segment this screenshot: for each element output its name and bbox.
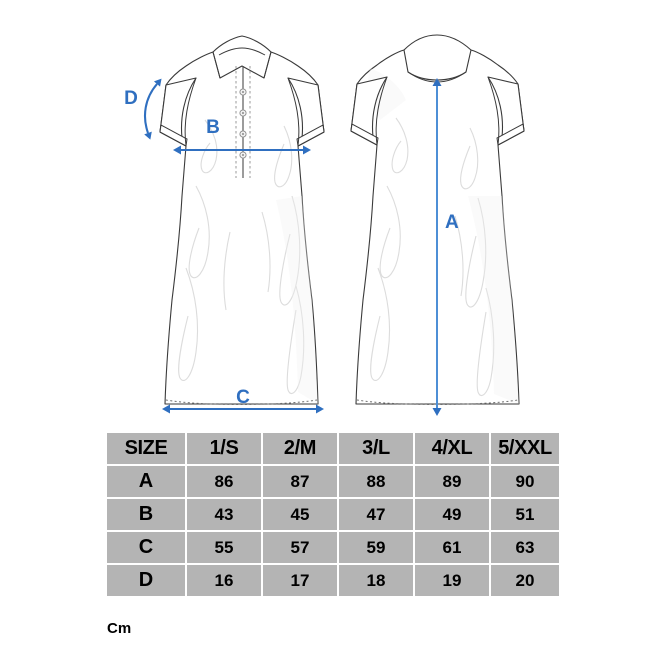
column-header-size: SIZE [107, 433, 185, 464]
back-armhole-seams [375, 76, 500, 146]
row-label-a: A [107, 466, 185, 497]
cell-b-3l: 47 [339, 499, 413, 530]
cell-b-4xl: 49 [415, 499, 489, 530]
row-label-b: B [107, 499, 185, 530]
cell-a-3l: 88 [339, 466, 413, 497]
front-collar-fold [218, 47, 266, 56]
front-collar-left-point [212, 51, 221, 79]
front-shadow-panel [276, 196, 318, 404]
front-right-sleeve-cuff [296, 124, 325, 147]
cell-c-3l: 59 [339, 532, 413, 563]
front-collar-right-point [263, 51, 272, 79]
cell-a-1s: 86 [187, 466, 261, 497]
polo-dress-front-view: D B C [124, 35, 325, 414]
front-fold-lines [178, 119, 305, 394]
back-collar [403, 34, 472, 81]
size-chart-illustration: D B C [124, 34, 525, 416]
cell-d-3l: 18 [339, 565, 413, 596]
column-header-4-xl: 4/XL [415, 433, 489, 464]
cell-b-1s: 43 [187, 499, 261, 530]
cell-a-2m: 87 [263, 466, 337, 497]
column-header-5-xxl: 5/XXL [491, 433, 559, 464]
cell-a-5xxl: 90 [491, 466, 559, 497]
measure-b-label: B [206, 117, 220, 138]
measure-c-label: C [236, 387, 250, 408]
cell-d-2m: 17 [263, 565, 337, 596]
measure-d-label: D [124, 88, 138, 109]
cell-d-5xxl: 20 [491, 565, 559, 596]
column-header-2-m: 2/M [263, 433, 337, 464]
cell-d-4xl: 19 [415, 565, 489, 596]
table-header-row: SIZE 1/S 2/M 3/L 4/XL 5/XXL [107, 433, 559, 464]
cell-c-1s: 55 [187, 532, 261, 563]
front-body-outline [159, 51, 325, 405]
cell-b-2m: 45 [263, 499, 337, 530]
column-header-3-l: 3/L [339, 433, 413, 464]
cell-a-4xl: 89 [415, 466, 489, 497]
table-row: A 86 87 88 89 90 [107, 466, 559, 497]
front-armhole-seams [184, 77, 300, 147]
row-label-d: D [107, 565, 185, 596]
front-placket [235, 66, 251, 178]
cell-c-2m: 57 [263, 532, 337, 563]
measure-d-arrow[interactable] [143, 78, 162, 140]
column-header-1-s: 1/S [187, 433, 261, 464]
back-fold-lines [370, 117, 495, 396]
back-right-sleeve-cuff [496, 123, 525, 146]
cell-c-5xxl: 63 [491, 532, 559, 563]
table-row: B 43 45 47 49 51 [107, 499, 559, 530]
table-row: C 55 57 59 61 63 [107, 532, 559, 563]
polo-dress-back-view: A [350, 34, 525, 416]
table-row: D 16 17 18 19 20 [107, 565, 559, 596]
size-chart-table: SIZE 1/S 2/M 3/L 4/XL 5/XXL A 86 87 88 8… [105, 431, 561, 598]
measure-a-label: A [445, 212, 459, 233]
cell-d-1s: 16 [187, 565, 261, 596]
back-left-sleeve-cuff [350, 123, 379, 146]
cell-b-5xxl: 51 [491, 499, 559, 530]
front-hem-stitch [165, 399, 318, 405]
cell-c-4xl: 61 [415, 532, 489, 563]
unit-label: Cm [107, 620, 132, 637]
row-label-c: C [107, 532, 185, 563]
